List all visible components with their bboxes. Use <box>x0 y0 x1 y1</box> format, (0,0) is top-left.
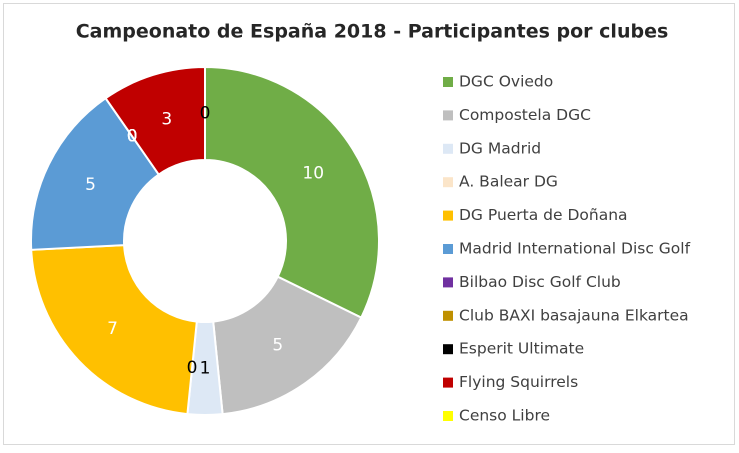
legend-label: Censo Libre <box>459 407 550 425</box>
data-label: 7 <box>107 319 118 339</box>
data-label: 5 <box>272 336 283 356</box>
donut-slice <box>30 96 161 251</box>
legend-swatch <box>443 277 453 288</box>
legend-swatch <box>443 377 453 388</box>
data-label: 0 <box>127 126 138 146</box>
legend-label: A. Balear DG <box>459 173 558 191</box>
chart-title: Campeonato de España 2018 - Participante… <box>76 21 669 43</box>
legend-swatch <box>443 110 453 121</box>
legend-label: DGC Oviedo <box>459 73 553 91</box>
legend-swatch <box>443 177 453 188</box>
legend-label: Club BAXI basajauna Elkartea <box>459 306 689 324</box>
legend-label: DG Madrid <box>459 139 541 157</box>
donut-slice <box>30 244 198 416</box>
data-label: 1 <box>200 359 211 379</box>
legend-label: DG Puerta de Doñana <box>459 206 628 224</box>
data-label: 3 <box>161 109 172 129</box>
legend-label: Flying Squirrels <box>459 373 578 391</box>
legend-swatch <box>443 411 453 421</box>
legend-swatch <box>443 143 453 154</box>
donut-slice <box>212 275 363 416</box>
data-label: 0 <box>127 126 138 146</box>
legend-label: Esperit Ultimate <box>459 340 584 358</box>
legend-swatch <box>443 344 453 355</box>
data-label: 0 <box>127 126 138 146</box>
legend-swatch <box>443 244 453 254</box>
legend-label: Bilbao Disc Golf Club <box>459 273 621 291</box>
data-label: 0 <box>187 358 198 378</box>
legend-swatch <box>443 210 453 221</box>
legend-label: Madrid International Disc Golf <box>459 240 691 258</box>
data-label: 10 <box>302 164 324 184</box>
legend-swatch <box>443 310 453 321</box>
data-label: 5 <box>85 175 96 195</box>
data-label: 0 <box>200 104 211 124</box>
donut-slice <box>204 65 380 319</box>
donut-slice <box>104 65 206 176</box>
legend-label: Compostela DGC <box>459 106 591 124</box>
legend-swatch <box>443 77 453 87</box>
